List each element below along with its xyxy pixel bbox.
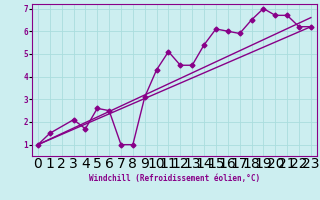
X-axis label: Windchill (Refroidissement éolien,°C): Windchill (Refroidissement éolien,°C): [89, 174, 260, 183]
